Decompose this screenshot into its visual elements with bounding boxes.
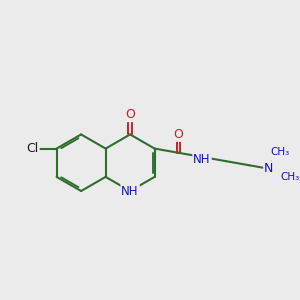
Text: Cl: Cl (26, 142, 39, 155)
Text: CH₃: CH₃ (271, 147, 290, 157)
Text: CH₃: CH₃ (280, 172, 300, 182)
Text: O: O (125, 108, 135, 121)
Text: NH: NH (193, 153, 211, 166)
Text: NH: NH (122, 184, 139, 197)
Text: O: O (173, 128, 183, 141)
Text: N: N (264, 162, 274, 175)
